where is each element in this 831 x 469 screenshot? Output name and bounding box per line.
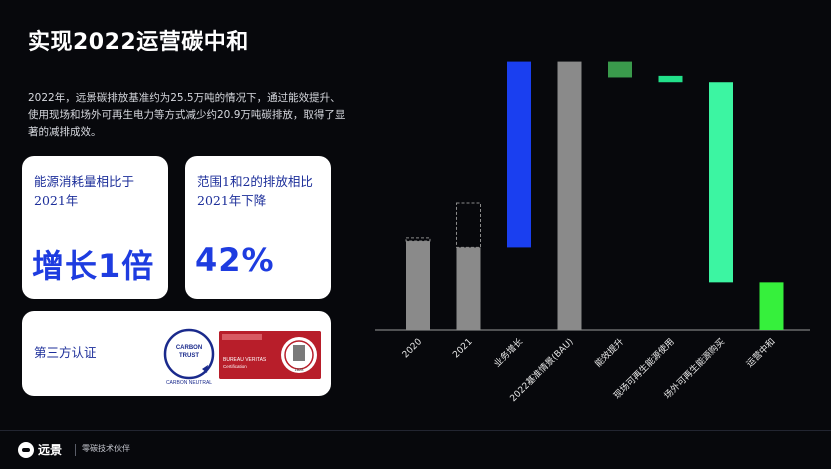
certification-card: 第三方认证 CARBON TRUST CARBON NEUTRAL BUREAU…	[22, 311, 331, 396]
bar	[658, 75, 683, 83]
bar	[759, 282, 784, 330]
x-tick-label: 业务增长	[491, 336, 525, 370]
bv-line1: BUREAU VERITAS	[223, 357, 267, 363]
x-tick-label: 运营中和	[744, 336, 778, 370]
x-tick-label: 2020	[401, 337, 424, 360]
bar	[507, 61, 531, 248]
bar	[456, 247, 481, 330]
footer-brand: 远景	[38, 443, 63, 457]
footer-slogan: 零碳技术伙伴	[82, 444, 130, 453]
energy-card-label: 能源消耗量相比于2021年	[34, 174, 135, 208]
x-tick-label: 2021	[451, 337, 474, 360]
carbon-trust-line2: TRUST	[179, 353, 199, 359]
footer: 远景 零碳技术伙伴	[0, 430, 831, 469]
bureau-veritas-logo: BUREAU VERITAS Certification 1828	[219, 331, 321, 379]
bar-outline-dashed	[456, 202, 481, 248]
carbon-trust-line3: CARBON NEUTRAL	[166, 380, 212, 386]
bar	[608, 61, 632, 78]
carbon-trust-line1: CARBON	[176, 345, 202, 351]
x-tick-label: 能效提升	[592, 336, 626, 370]
footer-logo: 远景	[18, 441, 62, 458]
energy-card: 能源消耗量相比于2021年 增长1倍	[22, 156, 168, 299]
page-description: 2022年，远景碳排放基准约为25.5万吨的情况下，通过能效提升、使用现场和场外…	[28, 92, 346, 138]
bar	[557, 61, 582, 331]
energy-card-value: 增长1倍	[32, 247, 155, 285]
bv-line3: 1828	[295, 367, 305, 372]
scope-card-label: 范围1和2的排放相比2021年下降	[197, 174, 313, 208]
bar	[709, 82, 733, 283]
bv-line2: Certification	[223, 364, 247, 369]
page-title: 实现2022运营碳中和	[28, 30, 249, 55]
scope-card-value: 42%	[195, 241, 275, 279]
scope-card: 范围1和2的排放相比2021年下降 42%	[185, 156, 331, 299]
bar-outline-dashed	[405, 237, 431, 242]
footer-divider	[75, 444, 76, 456]
bar	[406, 241, 430, 330]
certification-label: 第三方认证	[34, 345, 97, 360]
carbon-trust-logo: CARBON TRUST CARBON NEUTRAL	[163, 328, 215, 386]
envision-logo-icon	[18, 441, 34, 458]
